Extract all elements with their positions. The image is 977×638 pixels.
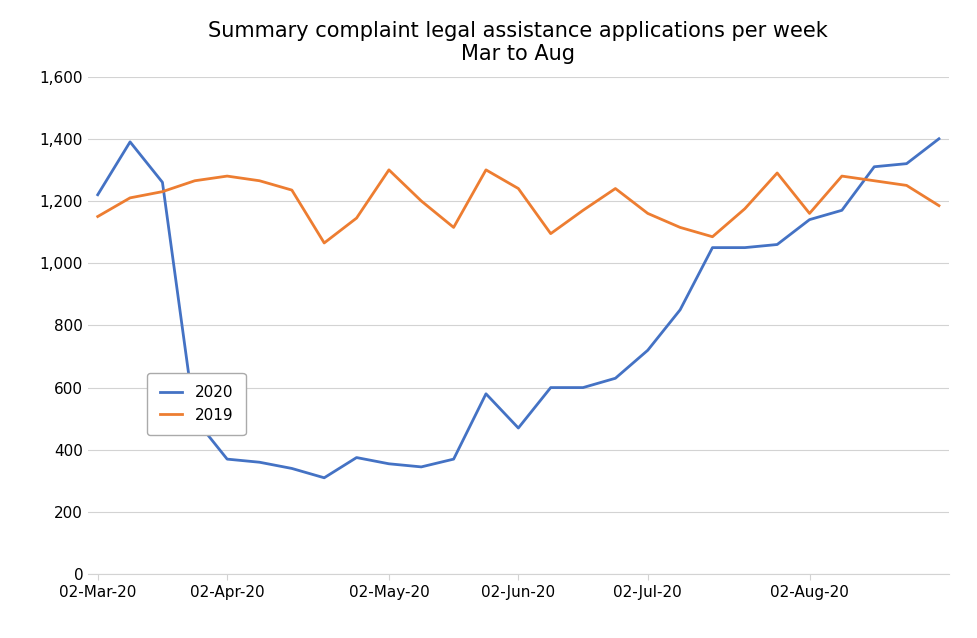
2020 — [512, 424, 524, 432]
2020 — [92, 191, 104, 198]
2019 — [92, 212, 104, 220]
2019 — [835, 172, 847, 180]
2019 — [868, 177, 879, 184]
2019 — [739, 205, 750, 212]
2019 — [351, 214, 362, 222]
2019 — [641, 209, 653, 217]
2019 — [771, 169, 783, 177]
2019 — [221, 172, 233, 180]
2020 — [253, 458, 265, 466]
2020 — [771, 241, 783, 248]
2020 — [803, 216, 815, 223]
2019 — [253, 177, 265, 184]
2020 — [868, 163, 879, 170]
Line: 2019: 2019 — [98, 170, 938, 243]
2020 — [900, 160, 912, 167]
2020 — [285, 464, 297, 472]
2020 — [351, 454, 362, 461]
Line: 2020: 2020 — [98, 139, 938, 478]
2020 — [156, 179, 168, 186]
2020 — [544, 383, 556, 391]
2019 — [480, 166, 491, 174]
2020 — [641, 346, 653, 354]
2019 — [156, 188, 168, 195]
2020 — [447, 456, 459, 463]
2019 — [189, 177, 200, 184]
2020 — [576, 383, 588, 391]
2019 — [932, 202, 944, 209]
2020 — [835, 207, 847, 214]
2020 — [189, 415, 200, 422]
2020 — [932, 135, 944, 143]
2020 — [739, 244, 750, 251]
2019 — [609, 185, 620, 193]
2019 — [415, 197, 427, 205]
2020 — [221, 456, 233, 463]
2019 — [285, 186, 297, 194]
2019 — [319, 239, 330, 247]
2019 — [124, 194, 136, 202]
Title: Summary complaint legal assistance applications per week
Mar to Aug: Summary complaint legal assistance appli… — [208, 20, 828, 64]
2020 — [673, 306, 685, 314]
2020 — [124, 138, 136, 145]
2019 — [705, 233, 717, 241]
2020 — [415, 463, 427, 471]
2019 — [512, 185, 524, 193]
2020 — [609, 375, 620, 382]
2019 — [544, 230, 556, 237]
Legend: 2020, 2019: 2020, 2019 — [148, 373, 245, 435]
2019 — [447, 223, 459, 231]
2019 — [383, 166, 395, 174]
2020 — [705, 244, 717, 251]
2019 — [673, 223, 685, 231]
2019 — [900, 182, 912, 189]
2020 — [319, 474, 330, 482]
2020 — [383, 460, 395, 468]
2019 — [576, 207, 588, 214]
2020 — [480, 390, 491, 397]
2019 — [803, 209, 815, 217]
